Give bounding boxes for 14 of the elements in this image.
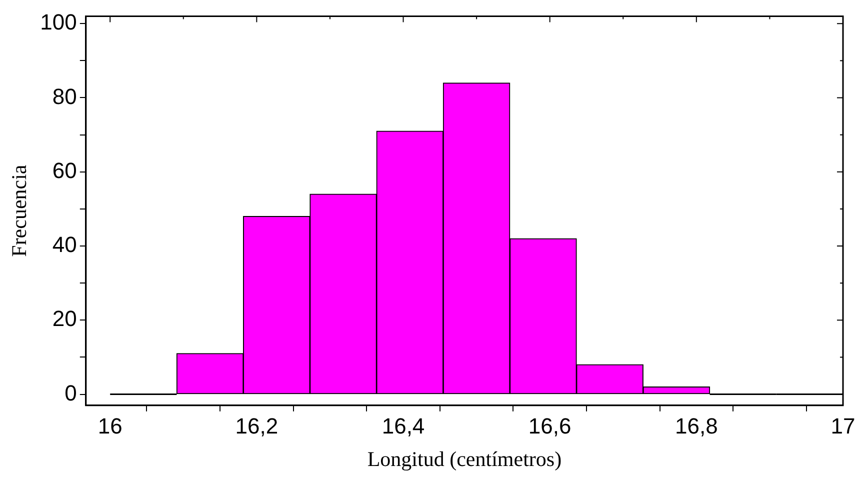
text: 16,2: [235, 414, 278, 439]
y-tick-label: 40: [52, 232, 77, 258]
text: 16,4: [382, 414, 425, 439]
text: 16,8: [675, 414, 718, 439]
x-tick-label: 17: [830, 414, 856, 439]
y-tick-label: 20: [52, 306, 77, 332]
text: 16,6: [528, 414, 572, 439]
y-tick-label: 100: [40, 10, 77, 35]
x-tick-label: 16: [98, 414, 122, 439]
y-axis-title: Frecuencia: [7, 164, 32, 257]
y-tick-label: 60: [52, 158, 77, 183]
x-axis-title: Longitud (centímetros): [367, 446, 562, 471]
y-tick-label: 80: [52, 84, 77, 109]
y-tick-label: 0: [64, 380, 77, 406]
